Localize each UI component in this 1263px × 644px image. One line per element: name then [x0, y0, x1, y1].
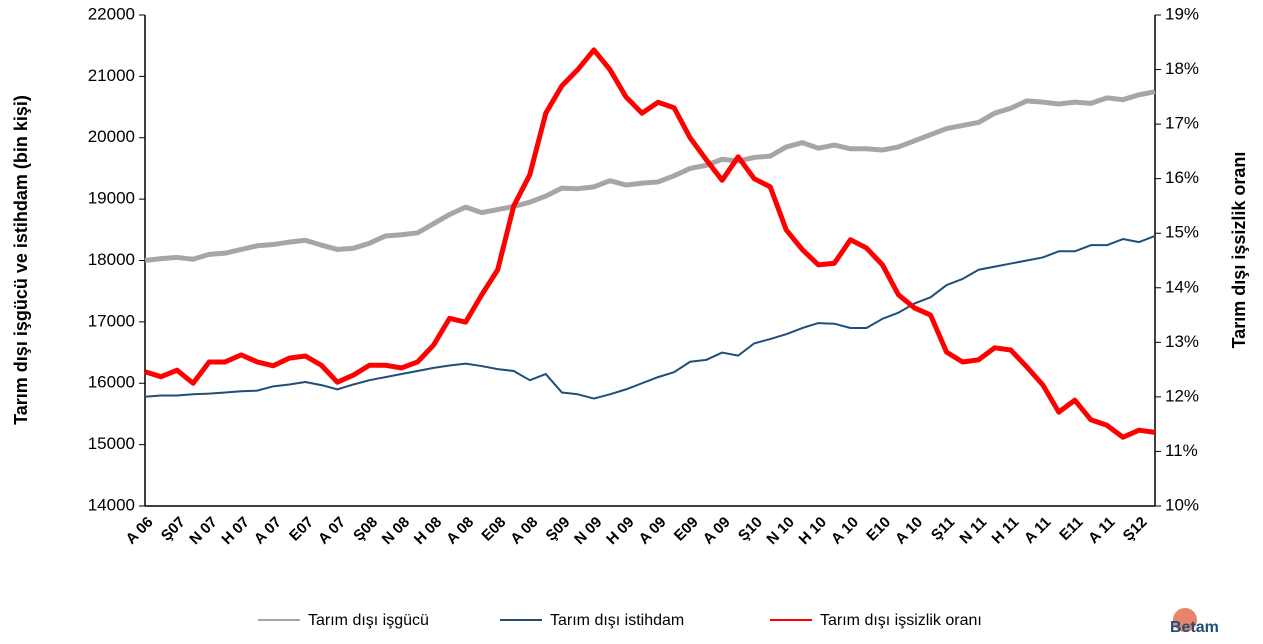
y2-tick-label: 15% [1165, 223, 1199, 242]
y-axis-title: Tarım dışı işgücü ve istihdam (bin kişi) [11, 95, 31, 425]
legend-label: Tarım dışı işsizlik oranı [820, 612, 982, 629]
y-tick-label: 18000 [88, 250, 135, 269]
x-tick-label: E08 [478, 514, 509, 545]
series-line [144, 235, 1156, 400]
x-tick-label: H 09 [603, 514, 637, 548]
x-tick-label: N 09 [571, 514, 605, 548]
x-tick-label: A 10 [892, 514, 926, 548]
x-tick-label: N 10 [763, 514, 797, 548]
x-tick-label: Ş11 [928, 514, 958, 544]
x-tick-label: N 08 [379, 514, 413, 548]
x-tick-label: E10 [863, 514, 894, 545]
x-tick-label: Ş12 [1120, 514, 1151, 545]
x-tick-label: Ş07 [158, 514, 189, 545]
y-tick-label: 20000 [88, 127, 135, 146]
x-tick-label: Ş10 [735, 514, 766, 545]
logo-icon [1173, 608, 1197, 632]
x-tick-label: A 09 [636, 514, 670, 548]
series-line [144, 89, 1156, 263]
x-tick-label: Ş08 [350, 514, 381, 545]
y-tick-label: 16000 [88, 373, 135, 392]
y-tick-label: 15000 [88, 434, 135, 453]
x-tick-label: E11 [1056, 514, 1086, 544]
x-tick-label: A 07 [251, 514, 285, 548]
y2-tick-label: 16% [1165, 168, 1199, 187]
x-tick-label: A 08 [507, 514, 541, 548]
y-tick-label: 22000 [88, 4, 135, 23]
x-tick-label: H 11 [989, 514, 1023, 548]
y2-tick-label: 12% [1165, 386, 1199, 405]
y2-tick-label: 13% [1165, 332, 1199, 351]
x-tick-label: A 09 [700, 514, 734, 548]
y2-tick-label: 19% [1165, 4, 1199, 23]
x-tick-label: A 10 [828, 514, 862, 548]
x-tick-label: A 08 [443, 514, 477, 548]
x-tick-label: E07 [286, 514, 317, 545]
y2-tick-label: 10% [1165, 495, 1199, 514]
y2-tick-label: 14% [1165, 277, 1199, 296]
y-tick-label: 21000 [88, 66, 135, 85]
y2-axis-title: Tarım dışı işsizlik oranı [1229, 152, 1249, 349]
y-tick-label: 14000 [88, 495, 135, 514]
x-tick-label: Ş09 [543, 514, 574, 545]
series-line [144, 47, 1156, 440]
x-tick-label: H 07 [218, 514, 252, 548]
x-tick-label: E09 [671, 514, 702, 545]
y2-tick-label: 18% [1165, 59, 1199, 78]
legend-label: Tarım dışı istihdam [550, 612, 684, 629]
logo: Betam [1170, 619, 1219, 636]
x-tick-label: N 07 [186, 514, 220, 548]
y-tick-label: 17000 [88, 311, 135, 330]
y2-tick-label: 11% [1165, 441, 1198, 460]
x-tick-label: N 11 [956, 514, 990, 548]
y-tick-label: 19000 [88, 189, 135, 208]
x-tick-label: H 08 [411, 514, 445, 548]
x-tick-label: A 11 [1021, 514, 1054, 547]
legend-label: Tarım dışı işgücü [308, 612, 429, 629]
x-tick-label: A 07 [315, 514, 349, 548]
y2-tick-label: 17% [1165, 114, 1199, 133]
x-tick-label: A 11 [1085, 514, 1118, 547]
x-tick-label: H 10 [796, 514, 830, 548]
x-tick-label: A 06 [123, 514, 157, 548]
